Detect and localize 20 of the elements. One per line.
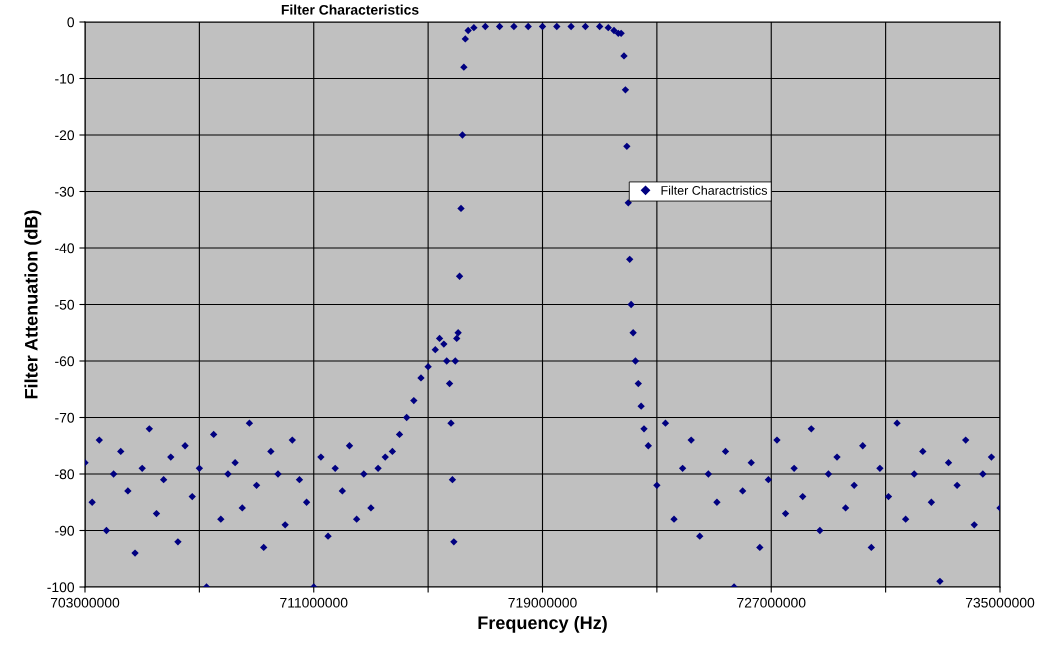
y-tick-label: -80: [55, 469, 75, 480]
chart-title: Filter Characteristics: [281, 4, 419, 15]
y-tick-label: -30: [55, 186, 75, 197]
y-tick-label: -50: [55, 299, 75, 310]
legend-label: Filter Charactristics: [661, 185, 768, 195]
y-axis-title: Filter Attenuation (dB): [24, 210, 42, 399]
y-tick-label: -40: [55, 243, 75, 254]
y-tick-label: -10: [55, 73, 75, 84]
x-tick-label: 711000000: [280, 597, 348, 608]
x-tick-label: 719000000: [508, 597, 577, 608]
y-tick-label: -70: [55, 412, 75, 423]
y-tick-label: -20: [55, 130, 75, 141]
y-tick-label: 0: [67, 17, 75, 28]
x-axis-title: Frequency (Hz): [478, 615, 607, 633]
x-tick-label: 735000000: [965, 597, 1035, 608]
y-tick-label: -60: [55, 356, 75, 367]
x-tick-label: 703000000: [50, 597, 120, 608]
y-tick-label: -100: [47, 582, 75, 593]
x-tick-label: 727000000: [737, 597, 806, 608]
y-tick-label: -90: [55, 525, 75, 536]
